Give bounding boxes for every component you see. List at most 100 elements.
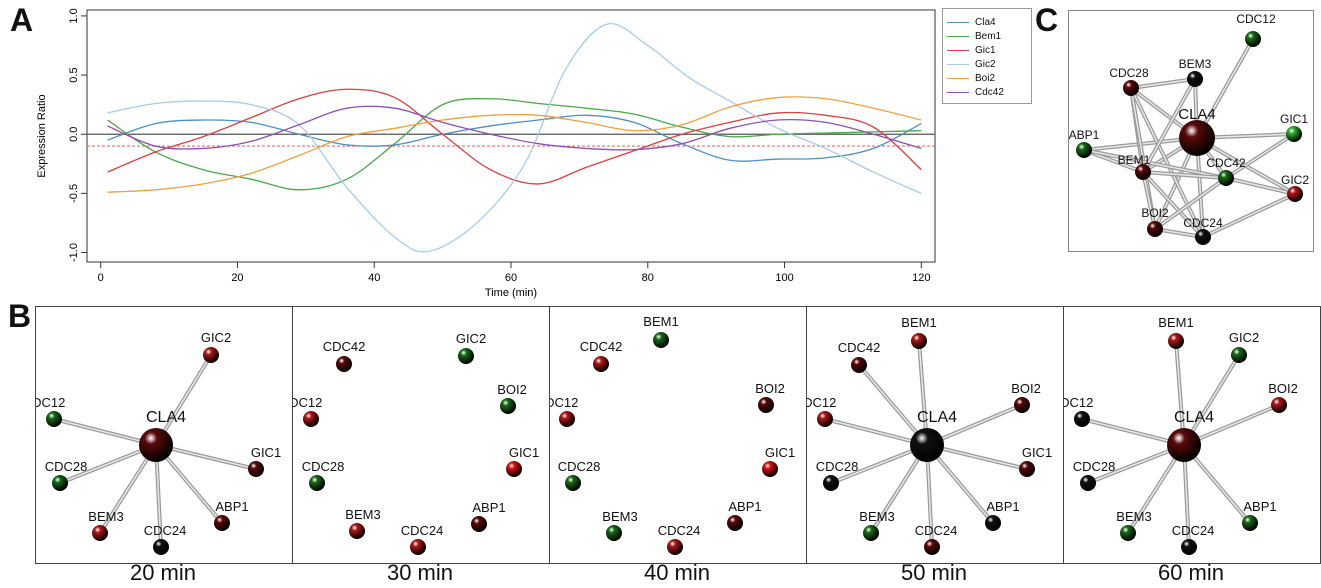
node-label: GIC2 bbox=[1281, 173, 1309, 187]
node-label: CDC24 bbox=[915, 523, 958, 538]
series-line-bem1 bbox=[107, 98, 922, 191]
network-edge-highlight bbox=[1083, 149, 1227, 179]
node-label: ABP1 bbox=[215, 499, 248, 514]
node-label: CDC12 bbox=[807, 395, 836, 410]
node-label: GIC2 bbox=[1229, 330, 1259, 345]
y-tick-label: 0.5 bbox=[68, 67, 80, 82]
node-label: GIC1 bbox=[1280, 112, 1308, 126]
node-cdc12 bbox=[559, 411, 575, 427]
legend-label: Boi2 bbox=[975, 72, 996, 84]
network-svg: CDC42 GIC2 BOI2 CDC12 GIC1 CDC28 ABP1 BEM3 CDC24 bbox=[280, 331, 539, 555]
legend-item-gic2: Gic2 bbox=[947, 57, 996, 71]
legend-item-cla4: Cla4 bbox=[947, 15, 996, 29]
node-gic1 bbox=[1286, 126, 1302, 142]
network-edge-highlight bbox=[1127, 444, 1185, 534]
network-edge-highlight bbox=[1196, 38, 1254, 139]
node-label: BEM3 bbox=[602, 509, 637, 524]
node-label: CDC12 bbox=[36, 395, 65, 410]
network-edge-highlight bbox=[155, 444, 162, 548]
y-tick-label: 0.0 bbox=[68, 127, 80, 142]
x-tick-label: 100 bbox=[775, 272, 793, 284]
network-edge-highlight bbox=[1225, 133, 1295, 179]
node-cdc12 bbox=[1074, 411, 1090, 427]
node-label: BEM3 bbox=[345, 507, 380, 522]
network-edge-highlight bbox=[1142, 78, 1196, 173]
node-label: ABP1 bbox=[472, 500, 505, 515]
network-edge-highlight bbox=[858, 364, 928, 446]
node-label: CDC24 bbox=[144, 523, 187, 538]
legend-swatch bbox=[947, 77, 969, 79]
node-label: CDC28 bbox=[45, 459, 88, 474]
network-edge-highlight bbox=[1081, 418, 1185, 446]
node-cdc24 bbox=[410, 539, 426, 555]
node-bem3 bbox=[349, 523, 365, 539]
legend-label: Cdc42 bbox=[975, 86, 1004, 98]
x-tick-label: 0 bbox=[98, 272, 104, 284]
node-abp1 bbox=[1076, 142, 1092, 158]
node-boi2 bbox=[500, 398, 516, 414]
node-label: BOI2 bbox=[1011, 381, 1041, 396]
node-abp1 bbox=[985, 515, 1001, 531]
network-svg: BEM1 GIC2 BOI2 CDC12 CDC28 ABP1 BEM3 CDC24 CLA4 bbox=[1051, 315, 1298, 555]
node-label: CDC12 bbox=[293, 395, 322, 410]
plot-frame bbox=[86, 9, 936, 263]
node-label: BEM3 bbox=[1116, 509, 1151, 524]
network-edge-highlight bbox=[870, 444, 928, 534]
node-bem3 bbox=[863, 525, 879, 541]
node-label: GIC2 bbox=[201, 330, 231, 345]
panel-letter-a: A bbox=[10, 2, 34, 38]
network-panel-5: BEM1 GIC2 BOI2 CDC12 CDC28 ABP1 BEM3 CDC24 CLA4 bbox=[1051, 306, 1321, 564]
node-bem1 bbox=[1135, 164, 1151, 180]
expression-line-chart: 0 20 40 60 80 100 120 -1.0 -0.5 0.0 0.5 1.0 Time (mi… bbox=[0, 0, 950, 300]
time-label: 40 min bbox=[643, 560, 711, 585]
node-cla4 bbox=[1179, 120, 1215, 156]
node-label: CDC42 bbox=[323, 339, 366, 354]
node-bem1 bbox=[653, 332, 669, 348]
legend-label: Gic1 bbox=[975, 44, 996, 56]
node-cdc28 bbox=[823, 475, 839, 491]
network-edge-highlight bbox=[918, 340, 928, 446]
network-edge-highlight bbox=[1175, 340, 1185, 446]
node-cdc28 bbox=[309, 475, 325, 491]
node-label: BEM1 bbox=[1118, 153, 1151, 167]
node-label: CDC28 bbox=[302, 459, 345, 474]
node-label: GIC1 bbox=[1022, 445, 1052, 460]
node-label: CDC42 bbox=[838, 340, 881, 355]
series-line-gic2 bbox=[107, 22, 922, 253]
node-cdc42 bbox=[336, 356, 352, 372]
network-edge-highlight bbox=[1183, 404, 1280, 446]
node-cdc42 bbox=[1218, 170, 1234, 186]
node-cdc12 bbox=[46, 411, 62, 427]
network-time-series: GIC2 CDC12 GIC1 CDC28 ABP1 BEM3 CDC24 CLA4 CDC42… bbox=[23, 306, 1321, 564]
network-c-svg: CLA4 CDC12 BEM3 CDC28 GIC1 ABP1 BEM1 CDC42 GIC2 B… bbox=[1069, 12, 1309, 245]
network-edge-highlight bbox=[1225, 177, 1296, 195]
time-label: 30 min bbox=[386, 560, 454, 585]
node-gic1 bbox=[506, 461, 522, 477]
node-label: CDC42 bbox=[580, 339, 623, 354]
node-gic2 bbox=[458, 348, 474, 364]
node-boi2 bbox=[1014, 397, 1030, 413]
network-svg: GIC2 CDC12 GIC1 CDC28 ABP1 BEM3 CDC24 CLA4 bbox=[23, 330, 281, 555]
network-edge-highlight bbox=[1183, 444, 1190, 548]
network-edge-highlight bbox=[1202, 193, 1296, 238]
node-bem3 bbox=[1120, 525, 1136, 541]
network-edge-highlight bbox=[926, 444, 1028, 470]
node-label: BOI2 bbox=[755, 381, 785, 396]
x-tick-label: 120 bbox=[912, 272, 930, 284]
hub-node-cla4 bbox=[139, 428, 173, 462]
network-edge-highlight bbox=[926, 444, 933, 548]
node-label: BEM3 bbox=[1179, 57, 1212, 71]
node-label: CDC12 bbox=[1064, 395, 1093, 410]
network-panel-4: BEM1 CDC42 BOI2 CDC12 GIC1 CDC28 ABP1 BEM3 CDC24… bbox=[794, 306, 1065, 564]
node-cdc28 bbox=[1080, 475, 1096, 491]
series-line-cdc42 bbox=[107, 105, 922, 151]
node-gic1 bbox=[248, 461, 264, 477]
node-label: CLA4 bbox=[1174, 409, 1214, 426]
legend-item-boi2: Boi2 bbox=[947, 71, 995, 85]
node-label: CDC12 bbox=[1236, 12, 1276, 26]
node-cdc28 bbox=[565, 475, 581, 491]
network-edge-highlight bbox=[1154, 228, 1204, 238]
series-line-boi2 bbox=[107, 96, 922, 193]
network-edge-highlight bbox=[824, 418, 928, 446]
x-tick-label: 20 bbox=[231, 272, 243, 284]
